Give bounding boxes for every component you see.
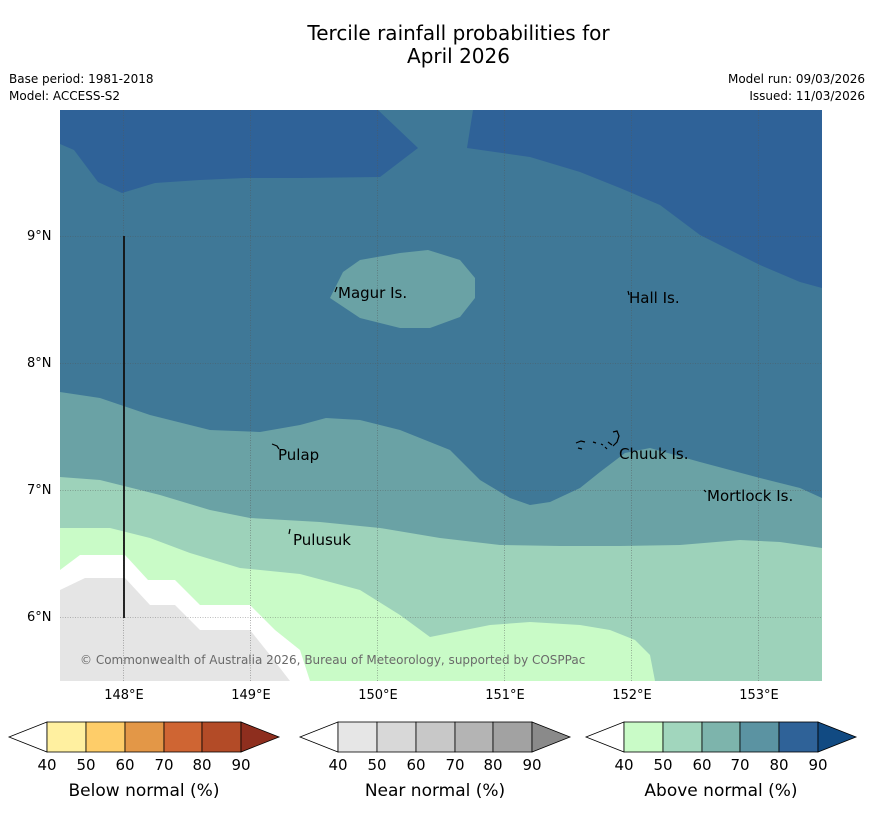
region-above-80-90-west [60,110,418,193]
island-hall [627,290,630,296]
legend-colorbars [7,721,858,753]
xtick-151e: 151°E [485,688,525,703]
above-swatch-0 [623,721,664,753]
below-swatch-4 [201,721,242,753]
island-outlines [271,286,707,535]
near-tick-50: 50 [367,756,387,774]
ytick-9n: 9°N [27,229,52,244]
model-run: Model run: 09/03/2026 [727,72,865,86]
base-period: Base period: 1981-2018 [9,72,154,86]
below-swatch-1 [85,721,126,753]
ytick-6n: 6°N [27,610,52,625]
island-pulusuk [288,528,291,535]
above-swatch-1 [662,721,703,753]
title-line-2: April 2026 [407,44,510,68]
above-max-arrow [817,721,858,753]
region-near-normal [60,578,290,681]
legend-title-near: Near normal (%) [364,781,506,801]
above-tick-40: 40 [614,756,634,774]
label-mortlock: Mortlock Is. [707,487,793,505]
below-min-arrow [7,721,48,753]
ytick-7n: 7°N [27,483,52,498]
xtick-148e: 148°E [104,688,144,703]
near-tick-90: 90 [522,756,542,774]
above-tick-90: 90 [808,756,828,774]
near-swatch-4 [492,721,533,753]
near-min-arrow [298,721,339,753]
below-tick-50: 50 [76,756,96,774]
above-swatch-4 [778,721,819,753]
below-max-arrow [240,721,281,753]
model-name: Model: ACCESS-S2 [9,89,121,103]
above-tick-70: 70 [730,756,750,774]
copyright-notice: © Commonwealth of Australia 2026, Bureau… [80,653,586,667]
xtick-153e: 153°E [739,688,779,703]
below-tick-60: 60 [115,756,135,774]
label-chuuk: Chuuk Is. [619,445,688,463]
near-swatch-3 [454,721,494,753]
above-min-arrow [584,721,625,753]
near-swatch-2 [415,721,456,753]
below-tick-70: 70 [154,756,174,774]
legend-title-above: Above normal (%) [644,781,798,801]
xtick-152e: 152°E [612,688,652,703]
issued-date: Issued: 11/03/2026 [749,89,865,103]
below-swatch-0 [46,721,87,753]
region-above-80-90-east [467,110,822,288]
place-labels: Magur Is. Hall Is. Pulap Chuuk Is. Mortl… [278,284,793,549]
meta-right: Model run: 09/03/2026 Issued: 11/03/2026 [728,71,865,105]
label-magur: Magur Is. [338,284,407,302]
colorbar-above [584,721,858,753]
above-tick-60: 60 [692,756,712,774]
title-line-1: Tercile rainfall probabilities for [307,21,610,45]
near-swatch-1 [376,721,417,753]
near-swatch-0 [337,721,378,753]
map-title: Tercile rainfall probabilities for April… [0,22,873,68]
above-tick-80: 80 [769,756,789,774]
near-tick-80: 80 [483,756,503,774]
region-above-60-70-magur [330,250,475,328]
xtick-149e: 149°E [231,688,271,703]
near-tick-70: 70 [445,756,465,774]
map-svg: Magur Is. Hall Is. Pulap Chuuk Is. Mortl… [60,110,822,681]
below-tick-90: 90 [231,756,251,774]
near-tick-60: 60 [406,756,426,774]
colorbar-below [7,721,281,753]
below-swatch-2 [124,721,165,753]
above-swatch-2 [701,721,741,753]
near-tick-40: 40 [328,756,348,774]
legend-title-below: Below normal (%) [68,781,220,801]
meta-left: Base period: 1981-2018 Model: ACCESS-S2 [9,71,154,105]
label-pulap: Pulap [278,446,319,464]
island-magur [334,286,338,293]
near-max-arrow [531,721,572,753]
colorbar-near [298,721,572,753]
island-chuuk [575,430,620,450]
xtick-150e: 150°E [358,688,398,703]
label-pulusuk: Pulusuk [293,531,351,549]
island-pulap [271,443,280,450]
probability-map: Magur Is. Hall Is. Pulap Chuuk Is. Mortl… [60,110,822,681]
above-swatch-3 [739,721,780,753]
below-tick-40: 40 [37,756,57,774]
label-hall: Hall Is. [629,289,680,307]
below-swatch-3 [163,721,203,753]
island-mortlock [703,489,707,493]
below-tick-80: 80 [192,756,212,774]
above-tick-50: 50 [653,756,673,774]
ytick-8n: 8°N [27,356,52,371]
